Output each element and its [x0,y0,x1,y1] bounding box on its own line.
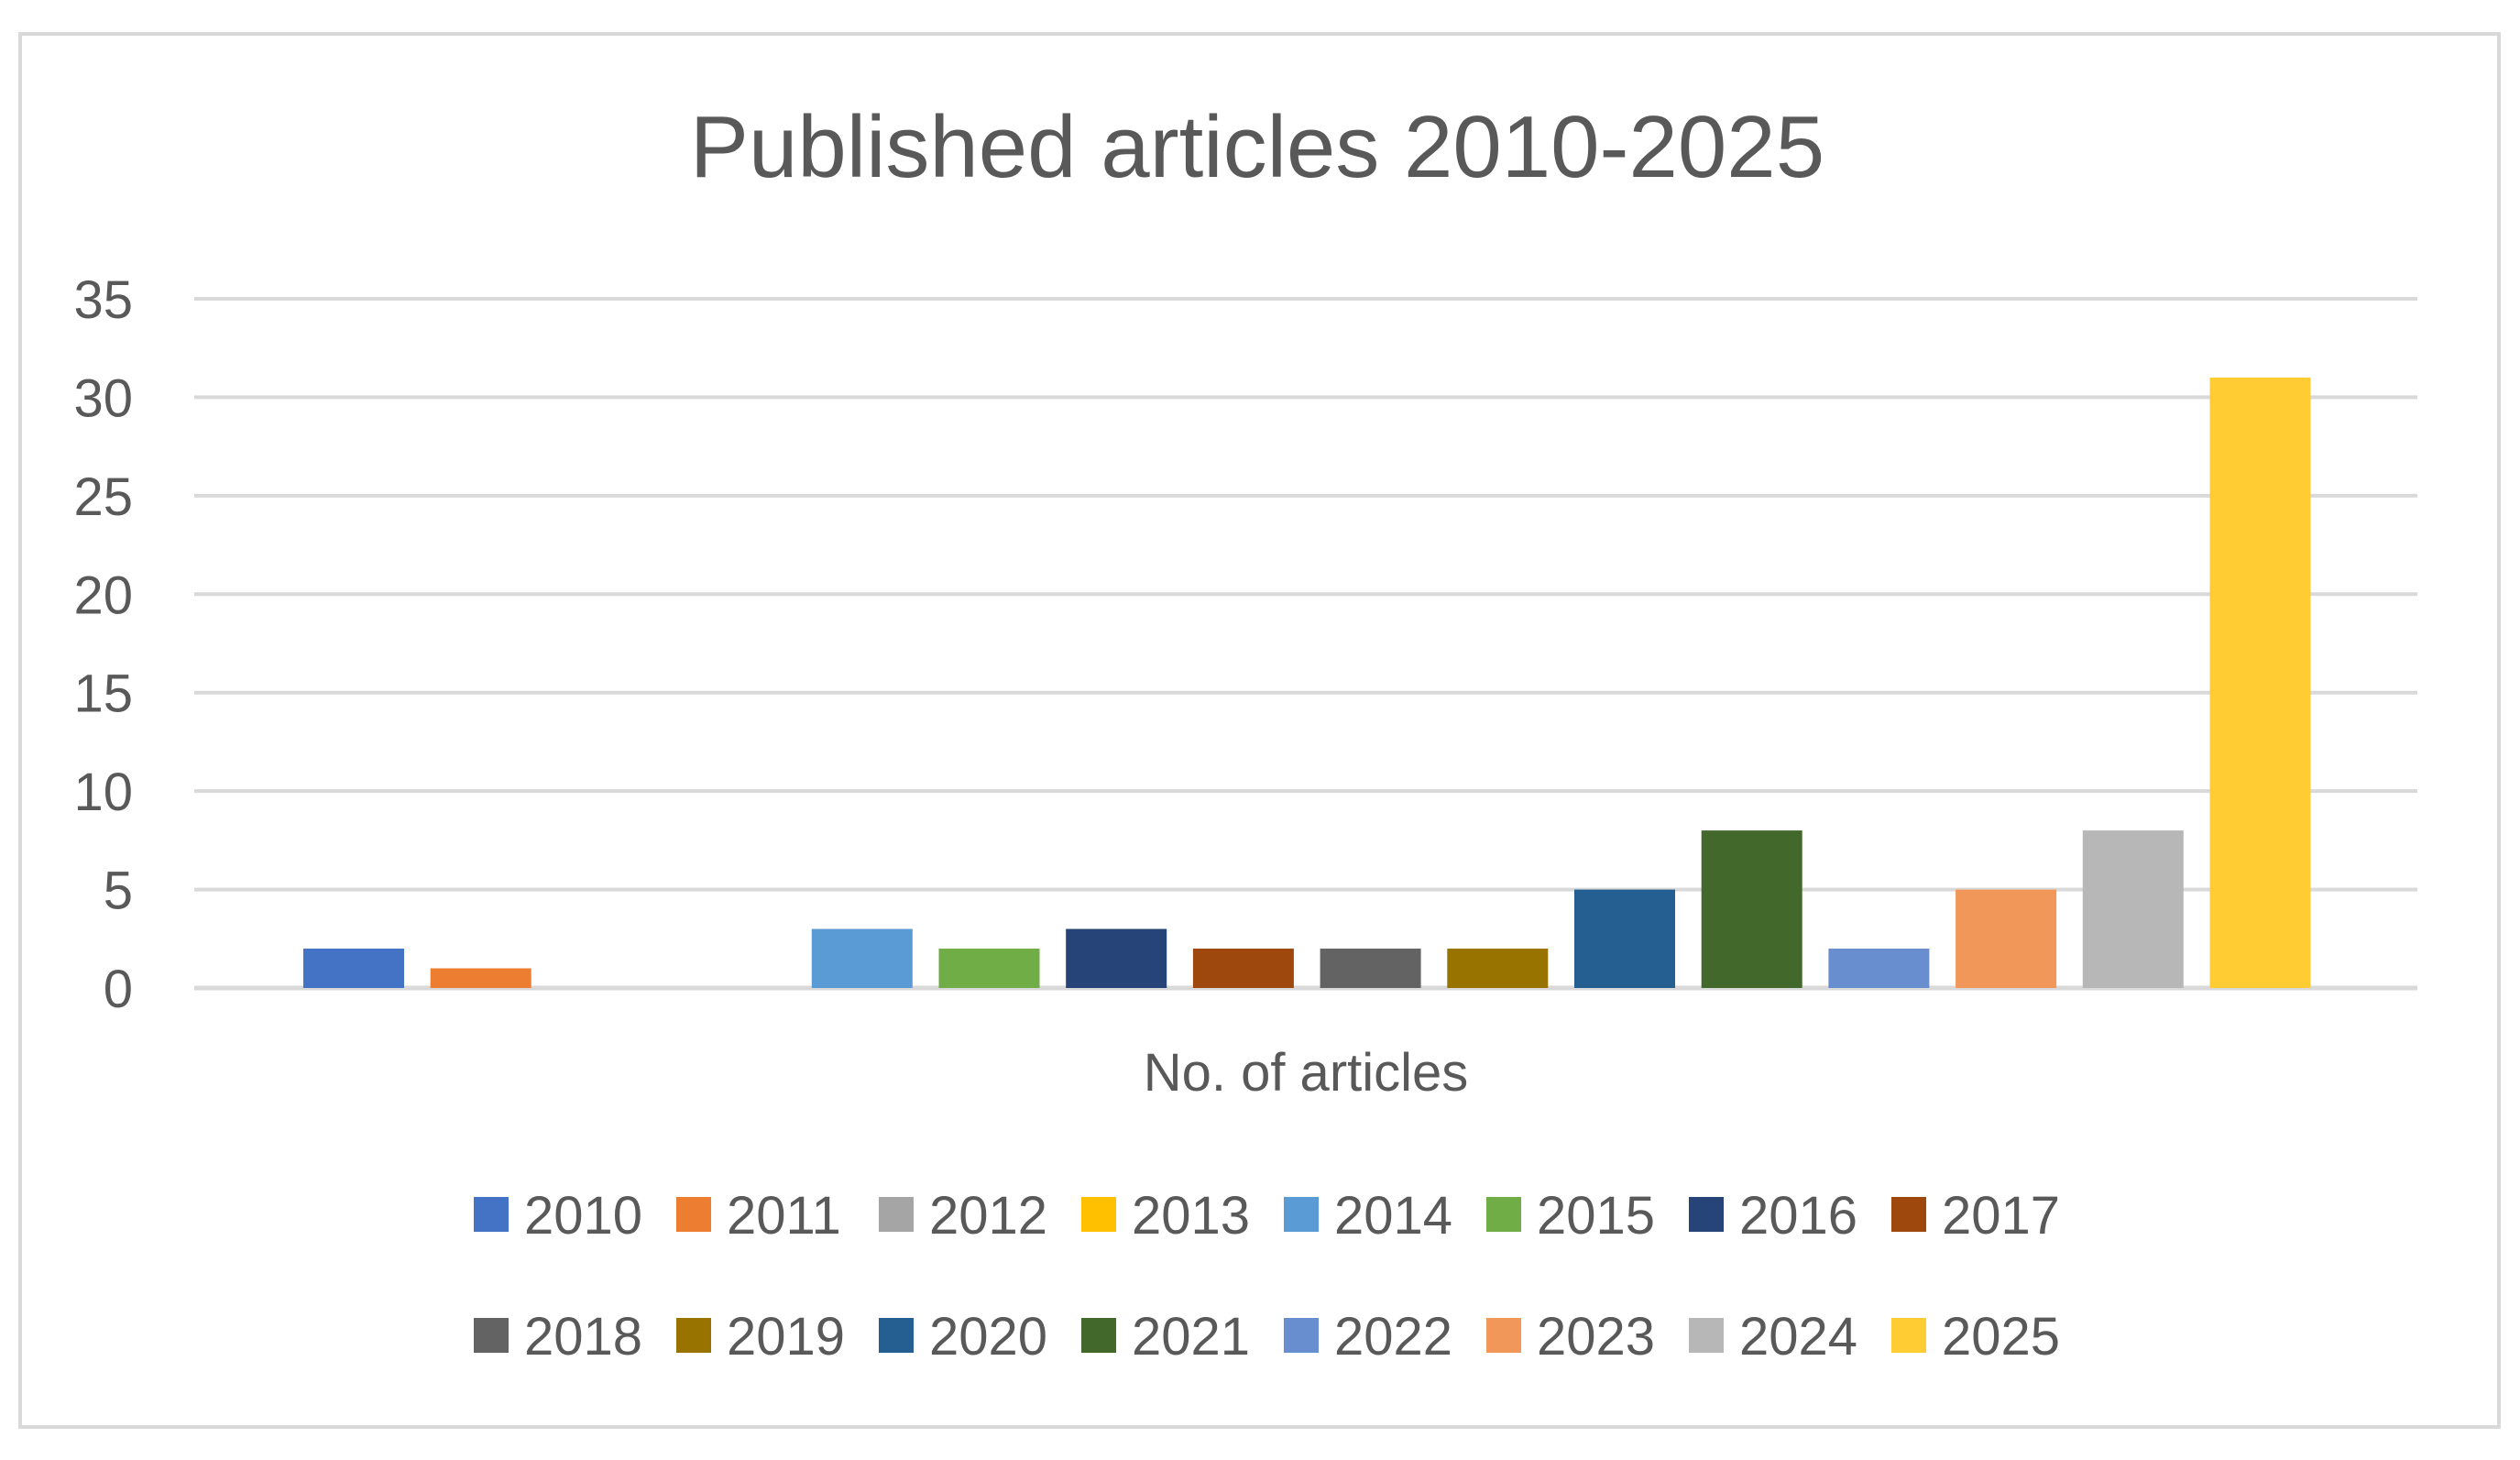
legend-label-2011: 2011 [727,1186,841,1246]
legend-label-2018: 2018 [524,1307,642,1367]
bar-2011 [430,968,531,988]
legend-swatch-2015 [1486,1197,1521,1232]
legend-swatch-2017 [1891,1197,1926,1232]
legend-swatch-2012 [879,1197,914,1232]
bar-2025 [2209,377,2311,988]
legend-label-2020: 2020 [929,1307,1047,1367]
legend-label-2023: 2023 [1537,1307,1655,1367]
bar-2015 [938,949,1040,988]
legend-label-2014: 2014 [1334,1186,1452,1246]
legend-swatch-2016 [1689,1197,1724,1232]
y-tick-label: 15 [73,664,133,724]
y-tick-label: 5 [104,862,133,921]
legend-swatch-2024 [1689,1318,1724,1353]
bars [303,377,2311,988]
y-axis-tick-labels: 0 5 10 15 20 25 30 35 [73,270,133,1019]
bar-2018 [1320,949,1421,988]
legend-label-2012: 2012 [929,1186,1047,1246]
y-tick-label: 20 [73,565,133,625]
bar-2016 [1066,928,1167,988]
legend-swatch-2018 [474,1318,509,1353]
legend-label-2025: 2025 [1942,1307,2060,1367]
legend-swatch-2025 [1891,1318,1926,1353]
bar-2019 [1447,949,1549,988]
bar-2014 [811,928,913,988]
legend-label-2017: 2017 [1942,1186,2060,1246]
y-tick-label: 10 [73,763,133,822]
legend-label-2013: 2013 [1132,1186,1250,1246]
bar-2024 [2082,830,2184,988]
bar-2023 [1956,889,2057,988]
y-tick-label: 25 [73,467,133,527]
legend-label-2015: 2015 [1537,1186,1655,1246]
category-label: No. of articles [1144,1043,1469,1103]
legend-label-2024: 2024 [1739,1307,1857,1367]
legend-swatch-2010 [474,1197,509,1232]
chart-border [18,32,2501,1429]
bar-2022 [1828,949,1930,988]
legend: 2010 2011 2012 2013 2014 2015 2016 2017 2018 2019… [474,1186,2060,1367]
bar-2010 [303,949,404,988]
y-tick-label: 0 [104,960,133,1019]
legend-label-2016: 2016 [1739,1186,1857,1246]
legend-label-2022: 2022 [1334,1307,1452,1367]
legend-swatch-2019 [676,1318,711,1353]
bar-2020 [1574,889,1675,988]
legend-swatch-2013 [1081,1197,1116,1232]
legend-swatch-2020 [879,1318,914,1353]
chart-title: Published articles 2010-2025 [690,98,1824,196]
legend-swatch-2021 [1081,1318,1116,1353]
legend-swatch-2023 [1486,1318,1521,1353]
legend-swatch-2014 [1284,1197,1319,1232]
legend-swatch-2011 [676,1197,711,1232]
bar-2021 [1701,830,1802,988]
legend-label-2021: 2021 [1132,1307,1250,1367]
y-tick-label: 30 [73,368,133,428]
legend-label-2019: 2019 [727,1307,845,1367]
legend-label-2010: 2010 [524,1186,642,1246]
y-tick-label: 35 [73,270,133,330]
legend-swatch-2022 [1284,1318,1319,1353]
bar-2017 [1192,949,1294,988]
